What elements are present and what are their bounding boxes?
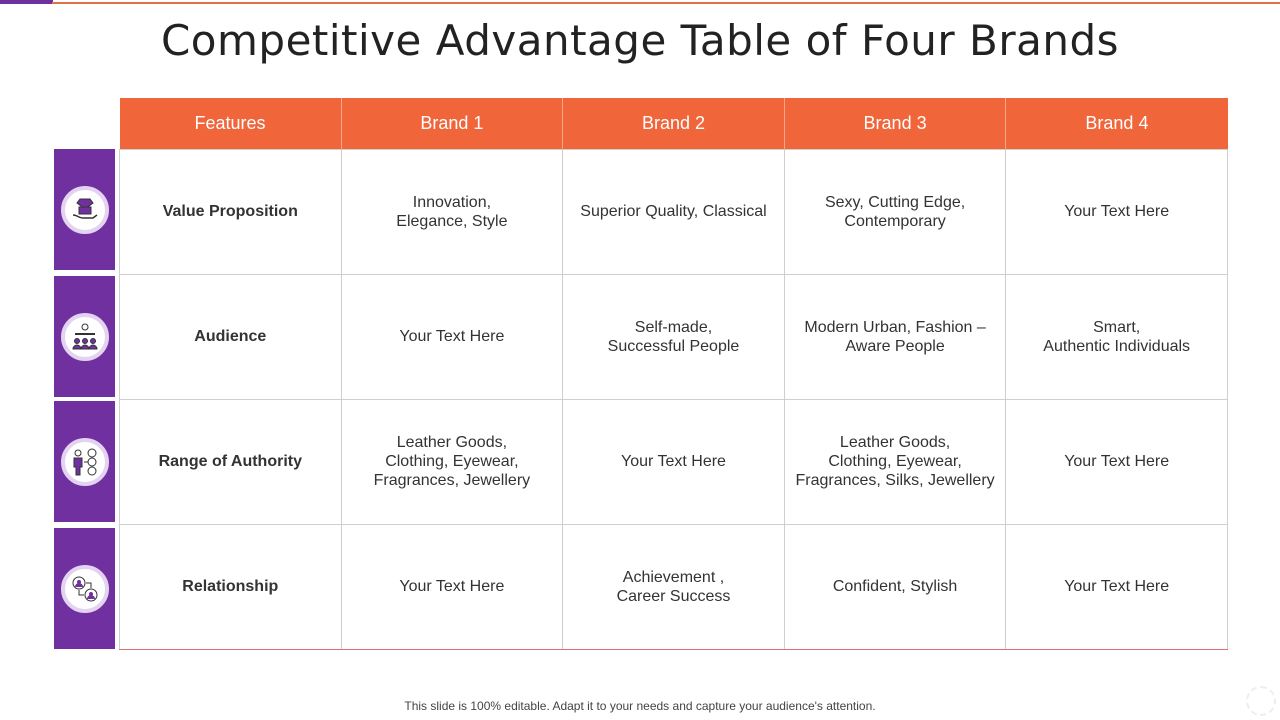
table-cell: Modern Urban, Fashion – Aware People [783, 273, 1007, 400]
table-cell: Your Text Here [1005, 398, 1228, 525]
diamond-in-hand-icon [72, 198, 97, 219]
table-row: Relationship Your Text Here Achievement … [119, 523, 1228, 650]
feature-cell: Audience [119, 273, 342, 400]
row-tab-relationship [54, 528, 115, 649]
top-divider-line [52, 2, 1280, 4]
table-header-row: Features Brand 1 Brand 2 Brand 3 Brand 4 [119, 98, 1228, 149]
people-exchange-icon [72, 576, 97, 601]
table-cell: Smart, Authentic Individuals [1005, 273, 1228, 400]
table-cell: Your Text Here [340, 523, 564, 650]
table-cell: Leather Goods, Clothing, Eyewear, Fragra… [783, 398, 1007, 525]
table-cell: Sexy, Cutting Edge, Contemporary [783, 148, 1007, 275]
table-cell: Achievement , Career Success [562, 523, 785, 650]
feature-cell: Value Proposition [119, 148, 342, 275]
table-cell: Your Text Here [1005, 148, 1228, 275]
table-cell: Superior Quality, Classical [562, 148, 785, 275]
table-row: Value Proposition Innovation, Elegance, … [119, 148, 1228, 275]
feature-cell: Range of Authority [119, 398, 342, 525]
person-hierarchy-icon [73, 448, 96, 475]
table-cell: Self-made, Successful People [562, 273, 785, 400]
table-cell: Your Text Here [1005, 523, 1228, 650]
header-features: Features [119, 98, 342, 149]
header-brand-2: Brand 2 [562, 98, 785, 149]
page-title: Competitive Advantage Table of Four Bran… [160, 16, 1120, 65]
header-brand-4: Brand 4 [1005, 98, 1228, 149]
table-row: Audience Your Text Here Self-made, Succe… [119, 273, 1228, 400]
table-cell: Your Text Here [340, 273, 564, 400]
table-row: Range of Authority Leather Goods, Clothi… [119, 398, 1228, 525]
header-brand-3: Brand 3 [783, 98, 1006, 149]
comparison-table: Features Brand 1 Brand 2 Brand 3 Brand 4… [119, 98, 1228, 650]
table-cell: Confident, Stylish [783, 523, 1007, 650]
top-accent-bar [0, 0, 53, 4]
table-cell: Innovation, Elegance, Style [340, 148, 564, 275]
audience-presenter-icon [71, 323, 98, 349]
header-brand-1: Brand 1 [340, 98, 563, 149]
table-cell: Leather Goods, Clothing, Eyewear, Fragra… [340, 398, 564, 525]
gear-watermark-icon [1246, 686, 1276, 716]
row-tab-range-of-authority [54, 401, 115, 522]
row-tab-value-proposition [54, 149, 115, 270]
feature-cell: Relationship [119, 523, 342, 650]
row-tab-audience [54, 276, 115, 397]
table-cell: Your Text Here [562, 398, 785, 525]
footer-note: This slide is 100% editable. Adapt it to… [404, 699, 876, 713]
